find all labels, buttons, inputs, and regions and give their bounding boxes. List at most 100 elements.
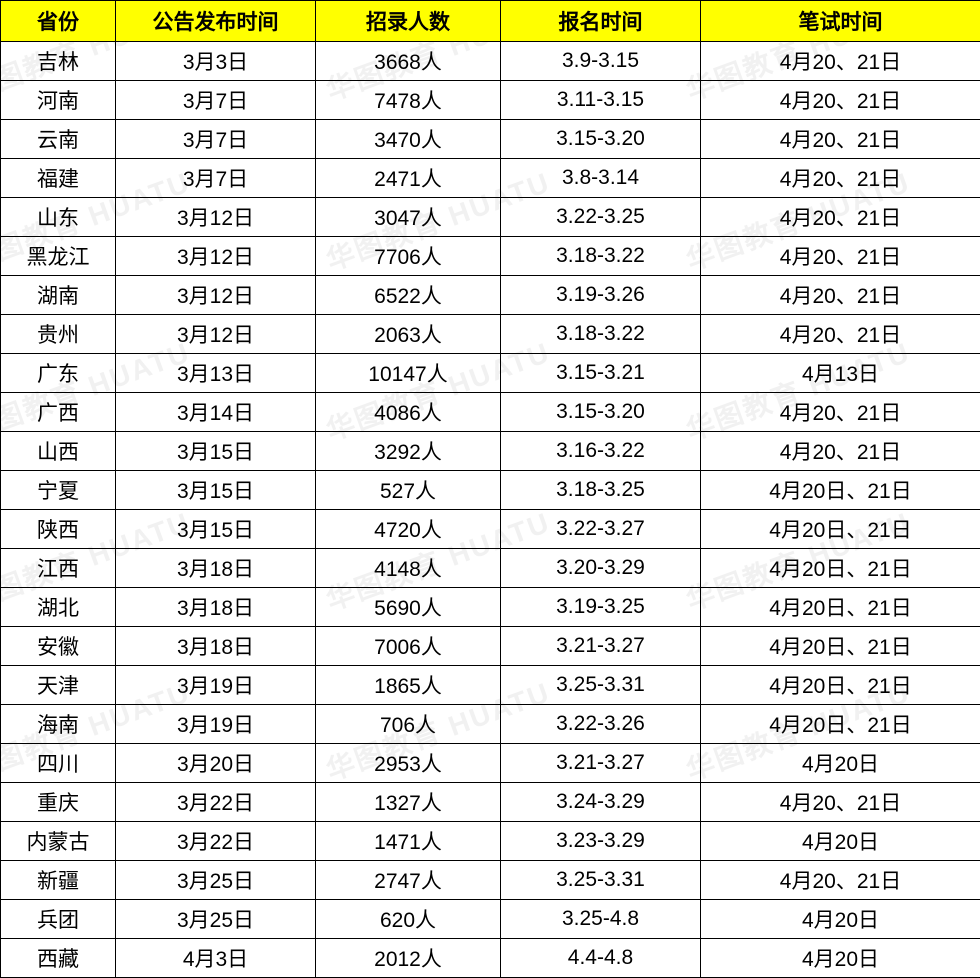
table-cell: 3.18-3.25 (501, 471, 701, 510)
table-cell: 4148人 (316, 549, 501, 588)
table-cell: 4月20、21日 (701, 432, 980, 471)
table-cell: 山东 (1, 198, 116, 237)
table-cell: 3.15-3.20 (501, 393, 701, 432)
table-row: 四川3月20日2953人3.21-3.274月20日 (1, 744, 980, 783)
table-row: 陕西3月15日4720人3.22-3.274月20日、21日 (1, 510, 980, 549)
table-cell: 河南 (1, 81, 116, 120)
table-cell: 宁夏 (1, 471, 116, 510)
table-cell: 4月20日、21日 (701, 627, 980, 666)
table-cell: 四川 (1, 744, 116, 783)
table-cell: 4720人 (316, 510, 501, 549)
table-cell: 广东 (1, 354, 116, 393)
table-cell: 3.15-3.20 (501, 120, 701, 159)
table-cell: 4月20日、21日 (701, 666, 980, 705)
table-row: 山东3月12日3047人3.22-3.254月20、21日 (1, 198, 980, 237)
table-cell: 3月22日 (116, 783, 316, 822)
table-cell: 7478人 (316, 81, 501, 120)
table-cell: 3.19-3.25 (501, 588, 701, 627)
table-cell: 3月14日 (116, 393, 316, 432)
table-cell: 2063人 (316, 315, 501, 354)
table-cell: 陕西 (1, 510, 116, 549)
table-cell: 4月20、21日 (701, 198, 980, 237)
table-cell: 3月20日 (116, 744, 316, 783)
table-row: 西藏4月3日2012人4.4-4.84月20日 (1, 939, 980, 978)
table-row: 广西3月14日4086人3.15-3.204月20、21日 (1, 393, 980, 432)
table-cell: 2012人 (316, 939, 501, 978)
table-cell: 3.25-3.31 (501, 861, 701, 900)
table-cell: 10147人 (316, 354, 501, 393)
table-cell: 3.15-3.21 (501, 354, 701, 393)
table-cell: 3.9-3.15 (501, 42, 701, 81)
table-cell: 新疆 (1, 861, 116, 900)
table-cell: 3.11-3.15 (501, 81, 701, 120)
table-cell: 4.4-4.8 (501, 939, 701, 978)
table-cell: 3月18日 (116, 627, 316, 666)
table-row: 福建3月7日2471人3.8-3.144月20、21日 (1, 159, 980, 198)
table-cell: 4月20、21日 (701, 237, 980, 276)
table-cell: 内蒙古 (1, 822, 116, 861)
table-cell: 4月20日 (701, 900, 980, 939)
table-cell: 兵团 (1, 900, 116, 939)
table-row: 广东3月13日10147人3.15-3.214月13日 (1, 354, 980, 393)
table-cell: 4月20日、21日 (701, 549, 980, 588)
table-cell: 天津 (1, 666, 116, 705)
table-cell: 3292人 (316, 432, 501, 471)
table-cell: 1865人 (316, 666, 501, 705)
table-cell: 4月20、21日 (701, 159, 980, 198)
table-row: 江西3月18日4148人3.20-3.294月20日、21日 (1, 549, 980, 588)
table-cell: 6522人 (316, 276, 501, 315)
table-cell: 2953人 (316, 744, 501, 783)
table-cell: 3月15日 (116, 510, 316, 549)
table-cell: 4月3日 (116, 939, 316, 978)
table-cell: 3.24-3.29 (501, 783, 701, 822)
table-row: 内蒙古3月22日1471人3.23-3.294月20日 (1, 822, 980, 861)
table-row: 安徽3月18日7006人3.21-3.274月20日、21日 (1, 627, 980, 666)
table-cell: 3.18-3.22 (501, 315, 701, 354)
table-cell: 3.18-3.22 (501, 237, 701, 276)
table-cell: 527人 (316, 471, 501, 510)
table-cell: 福建 (1, 159, 116, 198)
table-cell: 3.22-3.26 (501, 705, 701, 744)
table-cell: 4月20日 (701, 744, 980, 783)
table-cell: 3月25日 (116, 861, 316, 900)
table-cell: 湖南 (1, 276, 116, 315)
table-cell: 3470人 (316, 120, 501, 159)
table-cell: 4月20、21日 (701, 81, 980, 120)
table-cell: 海南 (1, 705, 116, 744)
table-body: 吉林3月3日3668人3.9-3.154月20、21日河南3月7日7478人3.… (1, 42, 980, 978)
table-cell: 7006人 (316, 627, 501, 666)
table-cell: 3月18日 (116, 588, 316, 627)
table-cell: 西藏 (1, 939, 116, 978)
table-cell: 3月7日 (116, 81, 316, 120)
table-row: 重庆3月22日1327人3.24-3.294月20、21日 (1, 783, 980, 822)
table-cell: 4月20、21日 (701, 42, 980, 81)
table-cell: 4月20日 (701, 939, 980, 978)
table-row: 吉林3月3日3668人3.9-3.154月20、21日 (1, 42, 980, 81)
table-cell: 4月20日、21日 (701, 705, 980, 744)
col-exam-date: 笔试时间 (701, 1, 980, 42)
table-cell: 贵州 (1, 315, 116, 354)
col-province: 省份 (1, 1, 116, 42)
table-cell: 4月20、21日 (701, 783, 980, 822)
table-cell: 3月25日 (116, 900, 316, 939)
table-cell: 5690人 (316, 588, 501, 627)
table-cell: 广西 (1, 393, 116, 432)
table-cell: 3.21-3.27 (501, 627, 701, 666)
table-cell: 2471人 (316, 159, 501, 198)
col-announcement-date: 公告发布时间 (116, 1, 316, 42)
table-cell: 3月13日 (116, 354, 316, 393)
table-cell: 3.16-3.22 (501, 432, 701, 471)
table-cell: 3.20-3.29 (501, 549, 701, 588)
table-cell: 4月20、21日 (701, 861, 980, 900)
table-cell: 3月12日 (116, 276, 316, 315)
table-cell: 云南 (1, 120, 116, 159)
table-cell: 3月19日 (116, 705, 316, 744)
table-cell: 湖北 (1, 588, 116, 627)
table-row: 兵团3月25日620人3.25-4.84月20日 (1, 900, 980, 939)
table-header: 省份 公告发布时间 招录人数 报名时间 笔试时间 (1, 1, 980, 42)
table-cell: 3.8-3.14 (501, 159, 701, 198)
table-cell: 3月12日 (116, 315, 316, 354)
table-cell: 3月18日 (116, 549, 316, 588)
col-recruitment-count: 招录人数 (316, 1, 501, 42)
table-row: 宁夏3月15日527人3.18-3.254月20日、21日 (1, 471, 980, 510)
